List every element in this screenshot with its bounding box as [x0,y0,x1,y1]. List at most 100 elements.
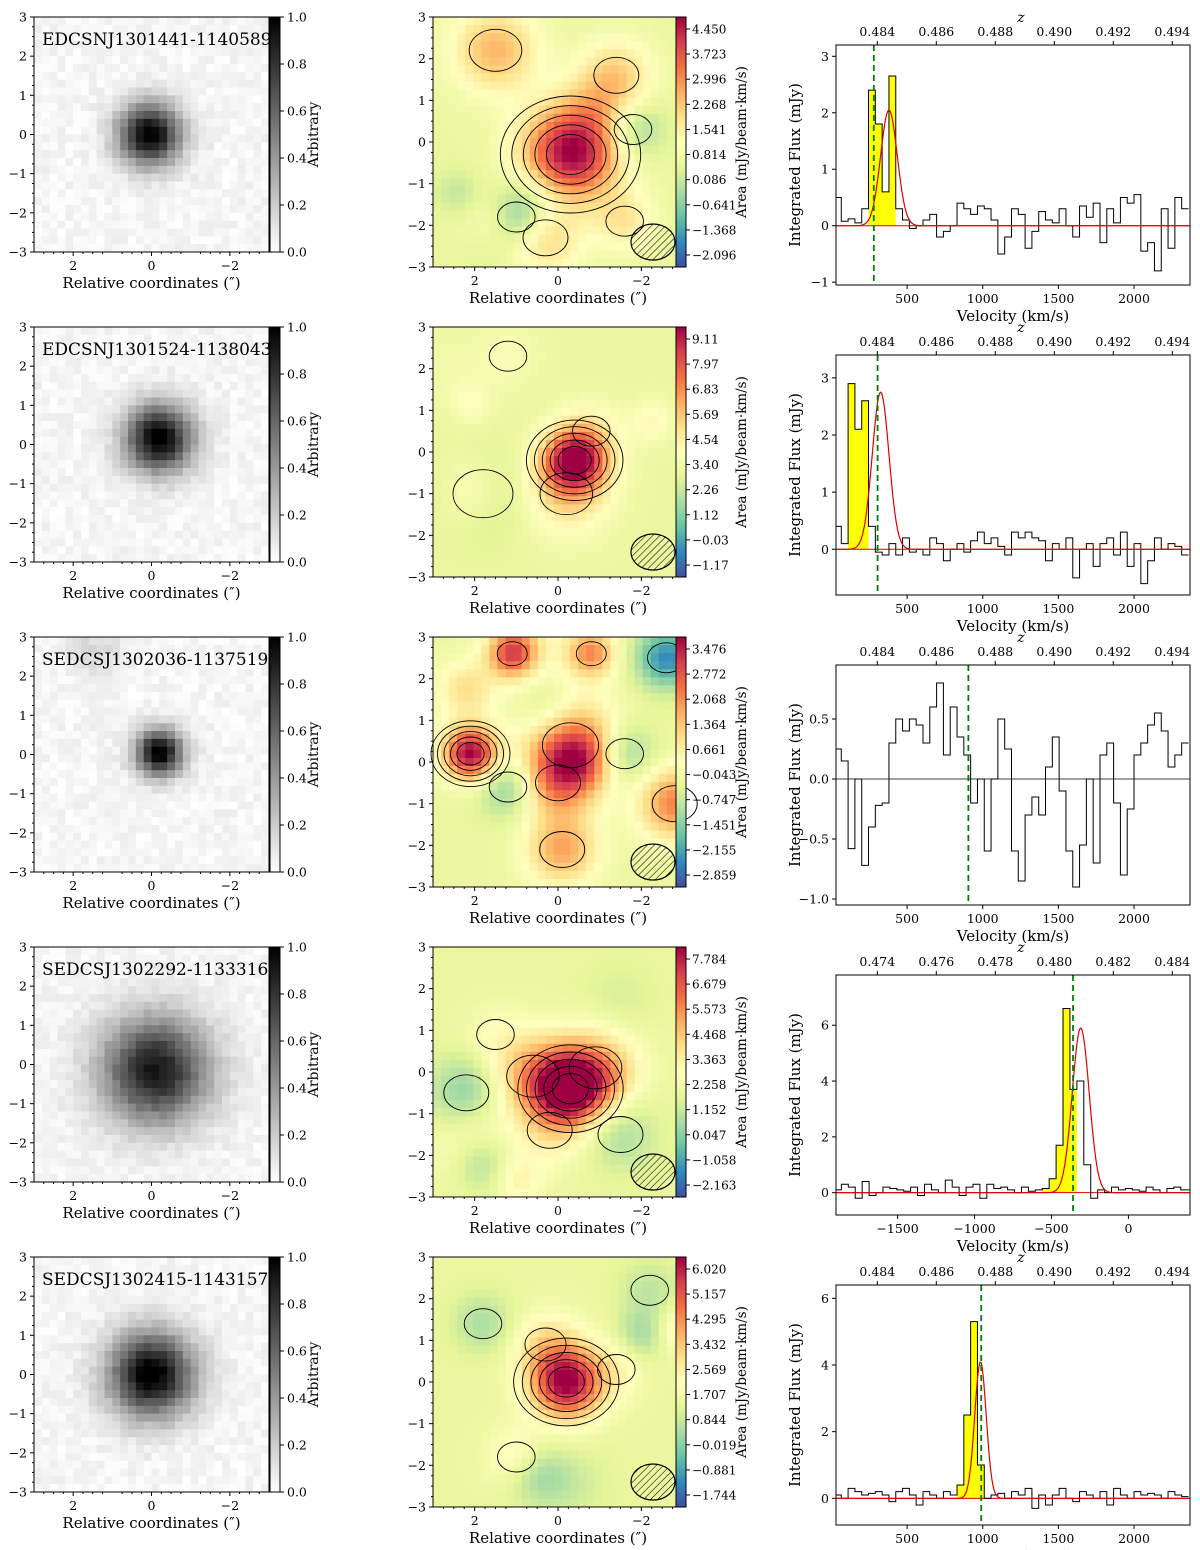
image-pixel [261,173,270,182]
map-pixel [553,415,563,425]
image-pixel [128,87,137,96]
image-pixel [73,668,82,677]
image-pixel [57,17,66,26]
map-pixel [457,234,466,244]
image-pixel [143,809,152,818]
image-pixel [88,637,98,646]
image-pixel [135,397,145,406]
map-pixel [505,415,515,425]
map-pixel [658,73,668,82]
image-pixel [151,436,160,445]
image-pixel [214,778,223,787]
image-pixel [237,56,246,65]
image-pixel [112,181,121,190]
image-pixel [229,142,239,151]
map-pixel [497,154,506,163]
map-pixel [521,383,531,392]
map-pixel [481,113,490,123]
map-pixel [562,359,571,368]
image-pixel [81,327,90,336]
map-pixel [473,97,482,107]
map-pixel [553,480,563,489]
image-pixel [104,165,113,175]
image-pixel [206,197,215,206]
map-pixel [634,472,644,481]
image-pixel [128,817,137,826]
image-pixel [175,715,184,724]
image-pixel [88,468,98,477]
image-pixel [57,158,66,167]
map-pixel [666,25,676,34]
map-pixel [545,528,555,538]
map-pixel [433,552,442,562]
image-pixel [49,165,58,175]
map-pixel [634,367,644,376]
image-pixel [222,87,231,96]
image-pixel [41,676,51,685]
map-pixel [481,456,490,465]
image-pixel [237,366,246,375]
image-pixel [81,754,90,763]
image-pixel [57,538,66,547]
image-pixel [34,64,43,73]
image-pixel [128,366,137,375]
map-pixel [610,250,619,260]
map-pixel [433,359,442,368]
map-pixel [473,105,482,115]
spectrum-xtick-label: 1500 [1042,601,1074,616]
map-pixel [529,178,539,187]
map-ytick-label: 2 [418,361,426,376]
image-pixel [112,374,121,383]
image-pixel [214,762,223,771]
map-pixel [521,359,531,368]
image-pixel [261,444,270,453]
image-pixel [237,64,246,73]
map-pixel [562,33,571,42]
map-pixel [473,536,482,546]
map-pixel [489,520,498,530]
map-pixel [441,560,450,570]
image-pixel [222,793,231,802]
map-pixel [505,97,515,107]
image-pixel [237,452,246,461]
image-pixel [73,40,82,49]
image-pixel [34,483,43,492]
image-pixel [88,421,98,430]
map-pixel [465,234,474,244]
map-pixel [465,520,474,530]
map-pixel [666,351,676,360]
image-pixel [229,660,239,669]
image-pixel [190,126,199,135]
image-pixel [120,40,129,49]
image-pixel [167,746,176,755]
map-pixel [626,391,636,400]
map-pixel [642,170,652,179]
map-pixel [618,65,627,74]
image-pixel [57,699,66,708]
image-pixel [167,491,176,500]
map-pixel [521,472,531,481]
map-pixel [481,528,490,538]
map-pixel [505,351,515,360]
image-pixel [34,715,43,724]
image-pixel [88,32,98,41]
image-pixel [245,668,254,677]
image-pixel [214,374,223,383]
image-pixel [214,746,223,755]
map-pixel [473,33,482,42]
image-pixel [120,699,129,708]
map-pixel [626,250,636,260]
spectrum-histogram [836,383,1189,585]
image-pixel [57,413,66,422]
map-pixel [449,480,458,489]
map-pixel [602,375,611,384]
image-pixel [261,134,270,143]
image-pixel [143,56,152,65]
image-pixel [206,731,215,740]
map-pixel [473,154,482,163]
map-pixel [642,57,652,66]
image-pixel [253,684,262,693]
image-pixel [143,71,152,81]
image-pixel [65,707,74,716]
map-pixel [433,415,442,425]
